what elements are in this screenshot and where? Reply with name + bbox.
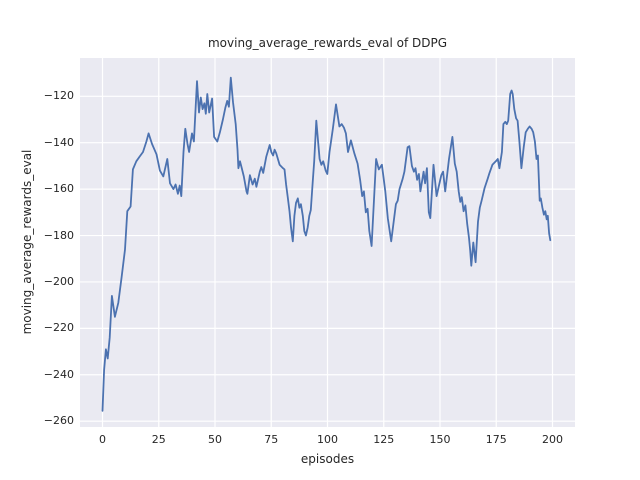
x-tick-label: 150 (429, 433, 451, 446)
plot-area (80, 58, 575, 427)
y-tick-label: −260 (43, 414, 74, 428)
x-tick-label: 175 (485, 433, 507, 446)
x-tick-label: 50 (208, 433, 222, 446)
y-tick-label: −160 (43, 182, 74, 196)
chart-title: moving_average_rewards_eval of DDPG (207, 36, 447, 50)
x-axis-label: episodes (300, 452, 355, 466)
y-tick-label: −180 (43, 228, 74, 242)
x-tick-label: 0 (99, 433, 106, 446)
y-tick-label: −220 (43, 321, 74, 335)
x-tick-label: 75 (264, 433, 279, 446)
y-tick-label: −240 (43, 367, 74, 381)
y-tick-label: −120 (43, 89, 74, 103)
x-tick-label: 125 (373, 433, 395, 446)
y-tick-label: −140 (43, 135, 74, 149)
y-axis-label: moving_average_rewards_eval (20, 149, 34, 335)
plot-canvas (80, 58, 575, 427)
data-line (101, 76, 552, 412)
y-tick-label: −200 (43, 274, 74, 288)
x-tick-label: 25 (151, 433, 166, 446)
x-tick-label: 100 (317, 433, 338, 446)
x-tick-label: 200 (542, 433, 563, 446)
